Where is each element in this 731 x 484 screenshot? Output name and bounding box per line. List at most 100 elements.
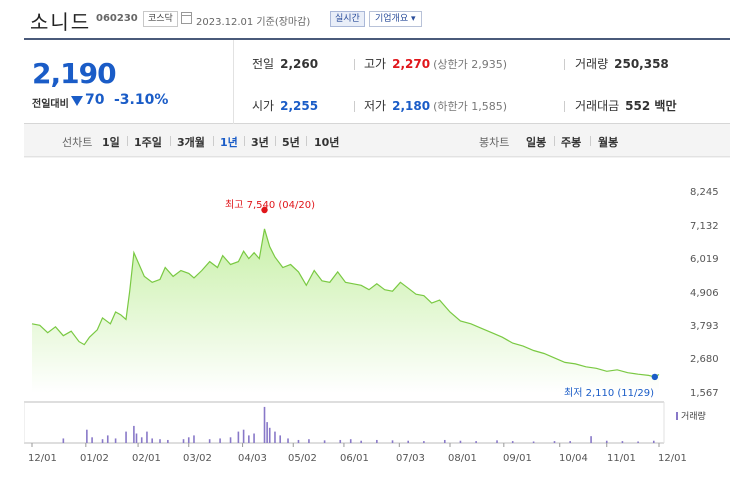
- tab-3y[interactable]: 3년: [251, 136, 269, 149]
- divider: [275, 136, 276, 146]
- change-value: 70: [85, 92, 105, 108]
- tab-3m[interactable]: 3개월: [177, 136, 205, 149]
- volume-bar: [652, 440, 655, 443]
- volume-bar: [268, 427, 271, 443]
- stock-header: 소니드 060230 코스닥 2023.12.01 기준(장마감) 실시간 기업…: [0, 0, 731, 38]
- volume-legend: 거래량: [676, 409, 706, 422]
- x-tick-label: 03/02: [183, 453, 212, 464]
- volume-bar: [475, 441, 477, 443]
- x-tick-label: 08/01: [448, 453, 477, 464]
- volume-bar: [569, 441, 571, 443]
- divider: [554, 136, 555, 146]
- volume-bar: [219, 438, 221, 443]
- volume-bar: [159, 439, 161, 443]
- y-tick-label: 7,132: [690, 221, 719, 232]
- volume-bar: [101, 439, 104, 443]
- x-tick-label: 07/03: [396, 453, 425, 464]
- tab-5y[interactable]: 5년: [282, 136, 300, 149]
- volume-bar: [229, 437, 232, 443]
- volume-bar: [308, 439, 310, 443]
- volume-bar: [349, 439, 352, 443]
- stat-amount: 거래대금 552 백만: [575, 97, 676, 114]
- volume-bar: [391, 440, 394, 443]
- divider: [213, 136, 214, 146]
- low-marker: [651, 373, 659, 381]
- tab-10y[interactable]: 10년: [314, 136, 340, 149]
- stat-value: 2,260: [280, 57, 319, 71]
- tab-daily[interactable]: 일봉: [526, 136, 547, 149]
- tab-1d[interactable]: 1일: [102, 136, 120, 149]
- stat-value: 250,358: [614, 57, 669, 71]
- volume-bar: [106, 435, 109, 443]
- tab-monthly[interactable]: 월봉: [598, 136, 619, 149]
- stat-prev-close: 전일 2,260: [252, 55, 318, 72]
- stat-value: 552 백만: [625, 99, 677, 113]
- volume-bar: [237, 431, 240, 443]
- realtime-button[interactable]: 실시간: [330, 11, 365, 27]
- x-tick-label: 12/01: [658, 453, 687, 464]
- stat-label: 거래량: [575, 57, 609, 71]
- volume-bar: [423, 441, 425, 443]
- divider: [306, 136, 307, 146]
- volume-bar: [376, 439, 378, 443]
- x-tick-label: 01/02: [80, 453, 109, 464]
- volume-bar: [242, 429, 245, 443]
- volume-bar: [279, 435, 281, 443]
- divider: [354, 101, 355, 112]
- stat-label: 전일: [252, 57, 275, 71]
- divider: [354, 59, 355, 70]
- volume-bar: [182, 439, 185, 443]
- volume-bar: [553, 441, 556, 443]
- stat-low: 저가 2,180 (하한가 1,585): [364, 97, 507, 114]
- x-tick-label: 06/01: [340, 453, 369, 464]
- x-tick-label: 11/01: [607, 453, 636, 464]
- y-tick-label: 2,680: [690, 354, 719, 365]
- market-badge: 코스닥: [143, 11, 178, 27]
- high-annotation: 최고 7,540 (04/20): [225, 200, 316, 211]
- volume-bar: [637, 441, 639, 443]
- low-annotation: 최저 2,110 (11/29): [564, 388, 655, 399]
- y-tick-label: 3,793: [690, 321, 719, 332]
- volume-bar: [62, 438, 65, 443]
- volume-bar: [125, 431, 127, 443]
- reference-date: 2023.12.01 기준(장마감): [196, 17, 311, 28]
- down-triangle-icon: [71, 96, 83, 106]
- volume-bar: [532, 441, 535, 443]
- stat-volume: 거래량 250,358: [575, 55, 669, 72]
- volume-bar: [339, 439, 342, 443]
- change-percent: -3.10%: [114, 92, 169, 108]
- tab-weekly[interactable]: 주봉: [561, 136, 582, 149]
- tab-1y[interactable]: 1년: [220, 136, 238, 149]
- volume-bar: [621, 441, 624, 443]
- company-overview-dropdown[interactable]: 기업개요 ▾: [369, 11, 422, 27]
- volume-bar: [287, 438, 289, 443]
- divider: [564, 59, 565, 70]
- stat-label: 고가: [364, 57, 387, 71]
- volume-bar: [146, 431, 148, 443]
- volume-bar: [167, 439, 169, 443]
- volume-bar: [323, 440, 326, 443]
- price-box: 2,190 전일대비 70 -3.10%: [24, 40, 234, 124]
- divider: [590, 136, 591, 146]
- volume-bar: [193, 435, 195, 443]
- volume-bar: [151, 438, 153, 443]
- x-tick-label: 02/01: [132, 453, 161, 464]
- volume-bar: [86, 429, 88, 443]
- stat-label: 거래대금: [575, 99, 620, 113]
- x-tick-label: 09/01: [503, 453, 532, 464]
- price-area: [32, 228, 659, 393]
- volume-bar: [140, 437, 143, 443]
- y-tick-label: 4,906: [690, 288, 719, 299]
- y-tick-label: 1,567: [690, 388, 719, 399]
- price-chart[interactable]: 8,245 7,132 6,019 4,906 3,793 2,680 1,56…: [24, 157, 730, 484]
- volume-bar: [114, 438, 117, 443]
- volume-bar: [91, 437, 93, 443]
- divider: [170, 136, 171, 146]
- stat-value: 2,180: [392, 99, 431, 113]
- volume-bar: [407, 440, 409, 443]
- y-tick-label: 6,019: [690, 254, 719, 265]
- volume-bar: [297, 439, 300, 443]
- tab-1w[interactable]: 1주일: [134, 136, 162, 149]
- volume-bar: [496, 440, 498, 443]
- volume-bar: [274, 431, 276, 443]
